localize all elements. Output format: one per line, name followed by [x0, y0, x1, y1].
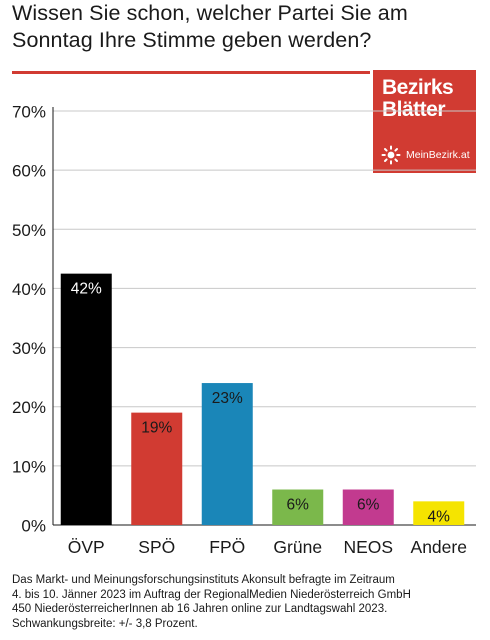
footnote-line: 4. bis 10. Jänner 2023 im Auftrag der Re…	[12, 588, 411, 601]
footnote-line: 450 NiederösterreicherInnen ab 16 Jahren…	[12, 603, 388, 615]
bar-chart: 0% 10% 20% 30% 40% 50% 60% 70% 42% ÖVP 19% SPÖ 23% FP…	[12, 103, 476, 557]
data-label: 6%	[357, 497, 380, 514]
logo-line-1: Bezirks	[382, 76, 454, 99]
footnote: Das Markt- und Meinungsforschungsinstitu…	[12, 573, 482, 631]
y-tick-label: 30%	[12, 339, 46, 358]
logo-line-2: Blätter	[382, 98, 446, 121]
data-label: 42%	[71, 281, 102, 298]
title-divider	[12, 71, 370, 74]
logo-site: MeinBezirk.at	[406, 149, 470, 161]
footnote-line: Schwankungsbreite: +/- 3,8 Prozent.	[12, 617, 198, 630]
data-label: 4%	[428, 508, 451, 525]
title-line-2: Sonntag Ihre Stimme geben werden?	[12, 28, 372, 52]
title-line-1: Wissen Sie schon, welcher Partei Sie am	[12, 1, 408, 25]
data-label: 6%	[287, 497, 310, 514]
bar-1	[131, 412, 183, 525]
data-label: 23%	[212, 390, 243, 407]
category-label: Grüne	[273, 537, 322, 557]
category-label: FPÖ	[209, 537, 245, 557]
y-tick-label: 10%	[12, 457, 46, 476]
chart-title: Wissen Sie schon, welcher Partei Sie am …	[12, 0, 432, 54]
y-tick-label: 40%	[12, 280, 46, 299]
y-tick-label: 50%	[12, 221, 46, 240]
category-label: Andere	[411, 537, 467, 557]
data-label: 19%	[141, 420, 172, 437]
y-tick-label: 60%	[12, 162, 46, 181]
category-label: SPÖ	[138, 537, 175, 557]
bezirksblaetter-logo: Bezirks Blätter MeinBezirk.at	[373, 70, 476, 173]
category-label: NEOS	[343, 537, 393, 557]
bar-0	[60, 273, 112, 525]
bar-5	[413, 501, 465, 525]
footnote-line: Das Markt- und Meinungsforschungsinstitu…	[12, 574, 395, 586]
category-label: ÖVP	[68, 537, 105, 557]
bar-3	[272, 489, 324, 525]
y-tick-label: 70%	[12, 103, 46, 122]
y-tick-label: 20%	[12, 398, 46, 417]
bar-4	[342, 489, 394, 525]
sun-icon	[381, 145, 401, 165]
bar-2	[201, 383, 253, 525]
y-tick-label: 0%	[21, 517, 46, 536]
